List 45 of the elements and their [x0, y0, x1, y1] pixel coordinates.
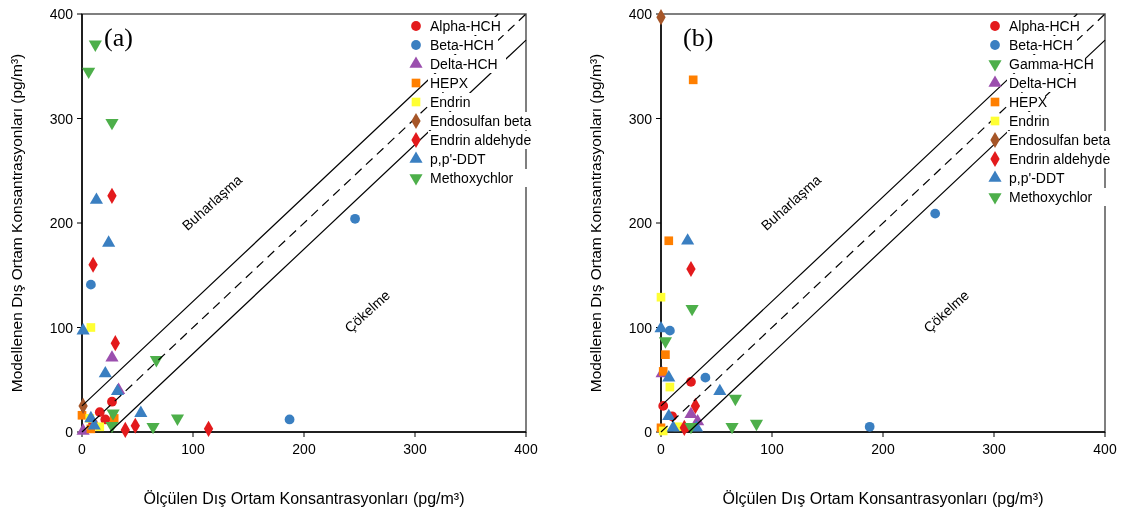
legend-label: p,p'-DDT [1009, 170, 1066, 186]
y-tick-label: 100 [49, 319, 74, 336]
y-tick-label: 100 [628, 319, 653, 336]
y-tick-label: 200 [49, 215, 74, 231]
x-tick-label: 300 [403, 441, 427, 457]
y-tick-label: 0 [644, 424, 653, 440]
y-axis-title: Modellenen Dış Ortam Konsantrasyonları (pg/m³) [8, 53, 25, 393]
legend-label: HEPX [1009, 94, 1048, 110]
y-tick-label: 400 [628, 6, 653, 22]
legend-label: Endosulfan beta [430, 113, 532, 129]
legend-label: Methoxychlor [430, 170, 514, 186]
x-tick-label: 200 [871, 441, 895, 457]
legend-label: HEPX [430, 75, 469, 91]
x-tick-label: 100 [181, 441, 205, 457]
x-tick-label: 0 [657, 441, 666, 457]
x-axis-title: Ölçülen Dış Ortam Konsantrasyonları (pg/m³) [722, 490, 1044, 507]
legend-label: Delta-HCH [430, 56, 498, 72]
x-tick-label: 400 [1093, 441, 1117, 457]
legend-label: Beta-HCH [430, 37, 494, 53]
legend-label: p,p'-DDT [430, 151, 487, 167]
legend-label: Endrin aldehyde [1009, 151, 1111, 167]
legend-label: Endrin aldehyde [430, 132, 532, 148]
y-tick-label: 400 [49, 6, 74, 22]
legend-label: Endrin [430, 94, 471, 110]
y-tick-label: 300 [49, 110, 74, 127]
x-tick-label: 0 [78, 441, 87, 457]
legend-label: Alpha-HCH [1009, 18, 1080, 34]
y-tick-label: 0 [65, 424, 74, 440]
y-tick-label: 200 [628, 215, 653, 231]
y-axis-title: Modellenen Dış Ortam Konsantrasyonları (pg/m³) [587, 53, 604, 393]
chart-title: (b) [683, 23, 714, 52]
chart-title: (a) [104, 23, 133, 52]
legend-label: Delta-HCH [1009, 75, 1077, 91]
legend-label: Alpha-HCH [430, 18, 501, 34]
y-tick-label: 300 [628, 110, 653, 127]
legend-label: Gamma-HCH [1009, 56, 1094, 72]
legend-label: Methoxychlor [1009, 189, 1093, 205]
legend-label: Endosulfan beta [1009, 132, 1111, 148]
x-axis-title: Ölçülen Dış Ortam Konsantrasyonları (pg/m³) [143, 490, 465, 507]
x-tick-label: 200 [292, 441, 316, 457]
legend-label: Endrin [1009, 113, 1050, 129]
x-tick-label: 400 [514, 441, 538, 457]
x-tick-label: 300 [982, 441, 1006, 457]
legend-label: Beta-HCH [1009, 37, 1073, 53]
x-tick-label: 100 [760, 441, 784, 457]
